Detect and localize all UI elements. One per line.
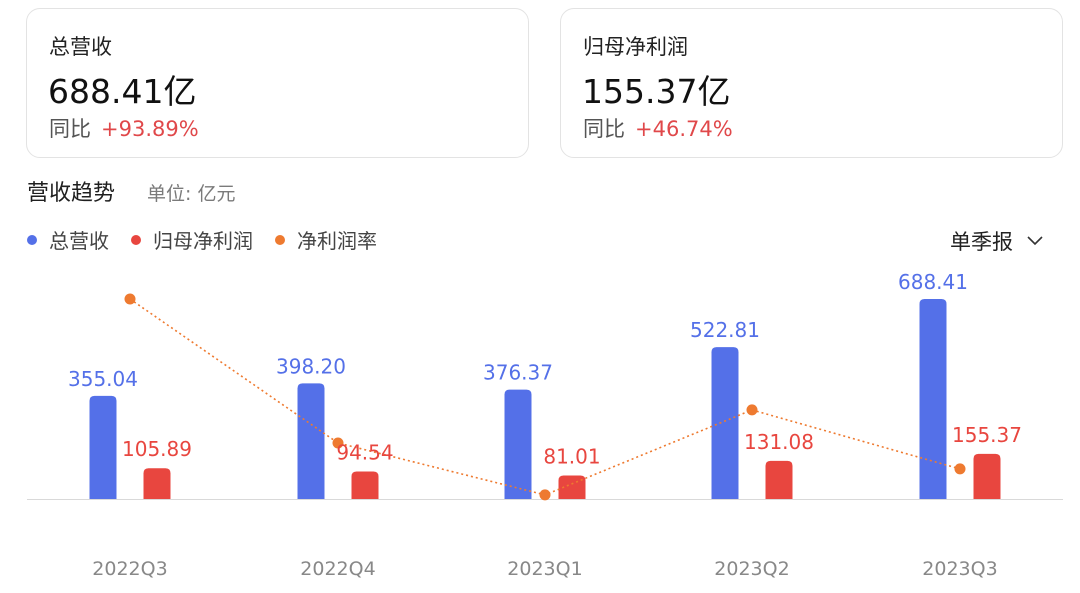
profit-bar bbox=[558, 475, 586, 499]
legend-item-profit[interactable]: 归母净利润 bbox=[131, 225, 253, 254]
revenue-value-label: 688.41 bbox=[898, 270, 968, 294]
legend-item-revenue[interactable]: 总营收 bbox=[27, 225, 109, 254]
card-yoy: 同比 +93.89% bbox=[49, 113, 199, 143]
card-yoy: 同比 +46.74% bbox=[583, 113, 733, 143]
trend-unit: 单位: 亿元 bbox=[147, 183, 236, 205]
x-tick-label: 2023Q2 bbox=[714, 558, 789, 580]
yoy-value: +93.89% bbox=[101, 117, 199, 141]
margin-point bbox=[954, 463, 966, 475]
card-title: 归母净利润 bbox=[583, 35, 688, 59]
profit-value-label: 105.89 bbox=[122, 437, 192, 461]
revenue-bar bbox=[711, 347, 739, 499]
profit-bar bbox=[143, 468, 171, 499]
margin-point bbox=[124, 293, 136, 305]
legend-dot-margin bbox=[275, 234, 285, 245]
legend-label: 净利润率 bbox=[297, 229, 377, 253]
legend-dot-revenue bbox=[27, 234, 37, 245]
profit-value-label: 94.54 bbox=[336, 441, 393, 465]
profit-bar bbox=[351, 471, 379, 499]
revenue-value-label: 355.04 bbox=[68, 367, 138, 391]
margin-point bbox=[746, 404, 758, 416]
revenue-value-label: 376.37 bbox=[483, 361, 553, 385]
x-tick-label: 2023Q1 bbox=[507, 558, 582, 580]
margin-point bbox=[539, 489, 551, 501]
profit-bar bbox=[973, 453, 1001, 499]
profit-bar bbox=[765, 460, 793, 499]
profit-value-label: 131.08 bbox=[744, 430, 814, 454]
net-profit-card: 归母净利润 155.37亿 同比 +46.74% bbox=[560, 8, 1063, 158]
margin-point bbox=[332, 437, 344, 449]
legend-label: 总营收 bbox=[49, 229, 109, 253]
legend-label: 归母净利润 bbox=[153, 229, 253, 253]
yoy-label: 同比 bbox=[583, 117, 625, 141]
legend-dot-profit bbox=[131, 234, 141, 245]
period-select-value: 单季报 bbox=[950, 230, 1013, 254]
yoy-label: 同比 bbox=[49, 117, 91, 141]
revenue-bar bbox=[89, 395, 117, 499]
card-title: 总营收 bbox=[49, 35, 112, 59]
revenue-bar bbox=[919, 299, 947, 499]
trend-title: 营收趋势 bbox=[27, 181, 116, 206]
period-select-dropdown[interactable]: 单季报 bbox=[950, 226, 1043, 256]
chart-legend: 总营收 归母净利润 净利润率 bbox=[27, 225, 399, 254]
legend-item-margin[interactable]: 净利润率 bbox=[275, 225, 377, 254]
card-value: 688.41亿 bbox=[48, 72, 197, 111]
profit-value-label: 81.01 bbox=[543, 444, 600, 468]
revenue-bar bbox=[504, 389, 532, 499]
total-revenue-card: 总营收 688.41亿 同比 +93.89% bbox=[26, 8, 529, 158]
chevron-down-icon bbox=[1027, 236, 1043, 246]
revenue-bar bbox=[297, 383, 325, 499]
x-tick-label: 2022Q3 bbox=[92, 558, 167, 580]
x-tick-label: 2022Q4 bbox=[300, 558, 375, 580]
x-tick-label: 2023Q3 bbox=[922, 558, 997, 580]
card-value: 155.37亿 bbox=[582, 72, 731, 111]
revenue-value-label: 398.20 bbox=[276, 354, 346, 378]
yoy-value: +46.74% bbox=[635, 117, 733, 141]
profit-value-label: 155.37 bbox=[952, 423, 1022, 447]
revenue-value-label: 522.81 bbox=[690, 318, 760, 342]
